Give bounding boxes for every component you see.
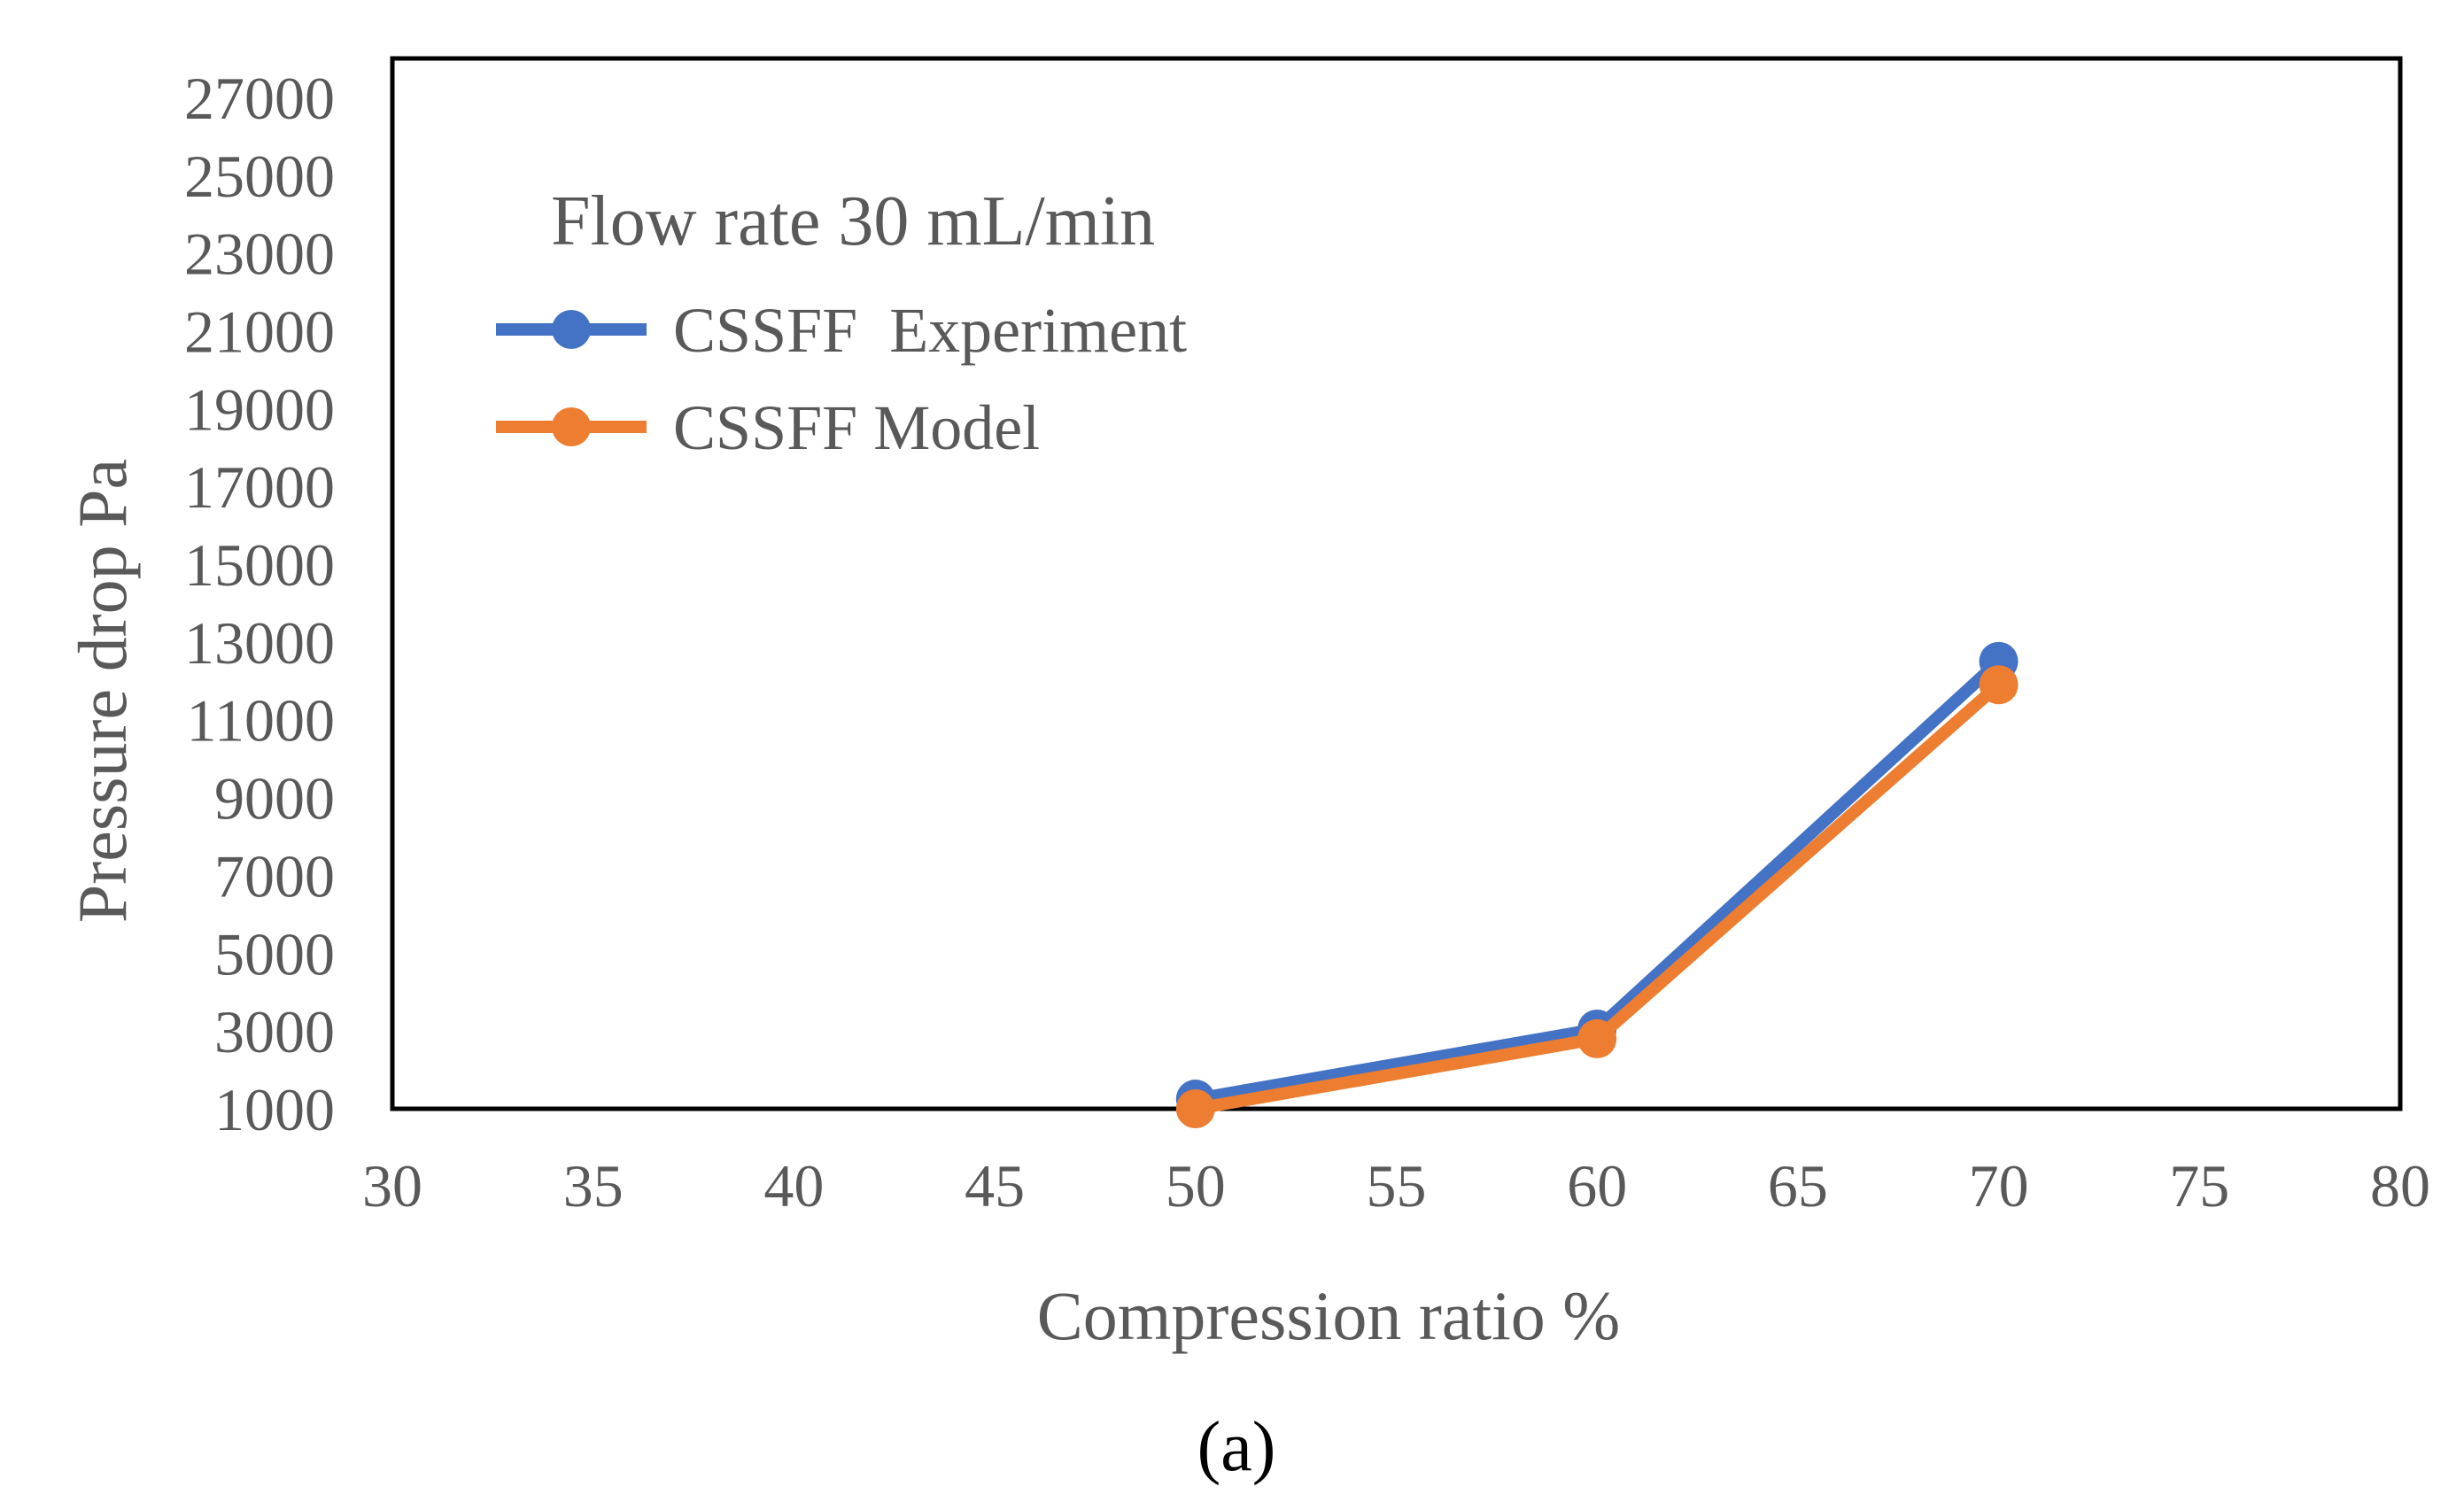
data-point-model [1175,1089,1215,1128]
data-point-model [1577,1018,1617,1058]
y-tick-label: 11000 [187,687,335,755]
y-tick-label: 9000 [214,765,335,832]
y-tick-label: 21000 [184,298,335,365]
y-tick-label: 7000 [214,842,335,910]
legend-label-model: CSSFF Model [673,392,1040,463]
legend-label-experiment: CSSFF Experiment [673,295,1187,366]
legend-marker-experiment [552,310,591,349]
y-tick-label: 25000 [184,143,335,210]
series-layer [1175,641,2018,1128]
x-tick-label: 45 [965,1152,1025,1219]
y-axis-ticks: 1000 3000 5000 7000 9000 11000 13000 15000 17000… [184,65,335,1143]
y-tick-label: 3000 [214,998,335,1065]
y-tick-label: 1000 [214,1076,335,1143]
x-tick-label: 50 [1166,1152,1226,1219]
y-axis-title: Pressure drop Pa [64,459,141,923]
x-tick-label: 80 [2370,1152,2430,1219]
x-tick-label: 60 [1567,1152,1627,1219]
x-tick-label: 65 [1768,1152,1828,1219]
x-tick-label: 55 [1367,1152,1427,1219]
x-axis-ticks: 30 35 40 45 50 55 60 65 70 75 80 [362,1152,2430,1219]
y-tick-label: 23000 [184,221,335,288]
x-tick-label: 30 [362,1152,422,1219]
plot-area [390,56,2403,1111]
data-point-model [1979,665,2018,705]
y-tick-label: 5000 [214,920,335,987]
y-tick-label: 27000 [184,65,335,132]
figure-caption: (a) [1197,1408,1276,1486]
x-axis-title: Compression ratio % [1037,1277,1621,1354]
x-tick-label: 75 [2169,1152,2229,1219]
x-tick-label: 70 [1969,1152,2029,1219]
x-tick-label: 40 [763,1152,824,1219]
y-tick-label: 13000 [184,609,335,677]
y-tick-label: 19000 [184,376,335,443]
x-tick-label: 35 [563,1152,624,1219]
legend-title: Flow rate 30 mL/min [551,182,1155,260]
y-tick-label: 15000 [184,531,335,599]
legend: CSSFF Experiment CSSFF Model [496,295,1187,463]
y-tick-label: 17000 [184,453,335,521]
legend-marker-model [552,407,591,446]
series-model [1175,665,2018,1128]
